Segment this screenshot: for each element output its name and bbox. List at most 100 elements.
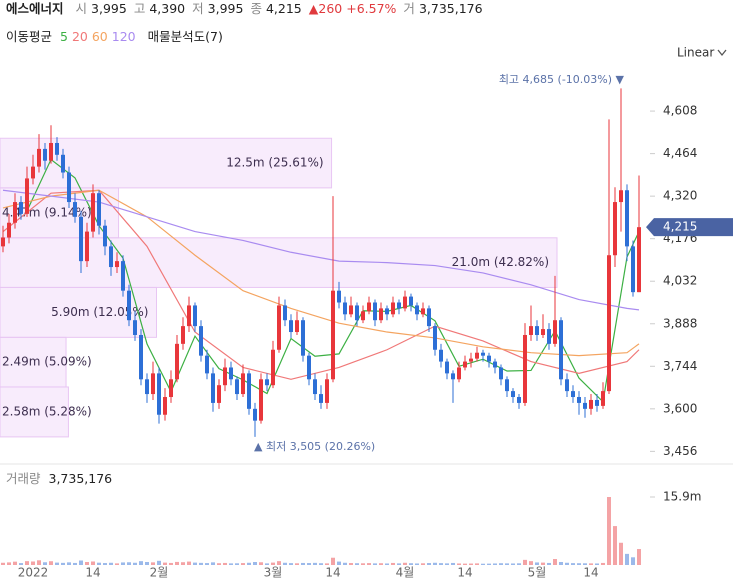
profile-label: 5.90m (12.05%)	[51, 305, 148, 319]
volume-bar	[187, 561, 191, 565]
candle-body	[205, 355, 209, 374]
moving-average-line	[26, 158, 640, 403]
candle-body	[409, 296, 413, 306]
quote-volume-label: 거	[403, 1, 415, 16]
candle-body	[79, 216, 83, 262]
volume-bar	[241, 563, 245, 565]
quote-field-label: 종	[250, 1, 262, 16]
volume-bar	[415, 563, 419, 565]
candle-body	[241, 373, 245, 395]
candle-body	[427, 308, 431, 327]
volume-bar	[217, 563, 221, 565]
quote-change-pct: +6.57%	[346, 1, 397, 16]
volume-bar	[355, 563, 359, 565]
quote-field-value: 4,215	[265, 1, 302, 16]
volume-bar	[451, 562, 455, 565]
legend-entry[interactable]: 20	[71, 29, 88, 44]
candle-body	[19, 202, 23, 214]
volume-bar	[295, 563, 299, 565]
quote-field-label: 고	[133, 1, 146, 16]
volume-bar	[583, 563, 587, 565]
volume-bar	[91, 561, 95, 565]
volume-bar	[373, 563, 377, 565]
candle-body	[463, 361, 467, 368]
high-annotation: 최고 4,685 (-10.03%) ▼	[499, 73, 625, 86]
candle-body	[577, 397, 581, 403]
candle-body	[187, 305, 191, 327]
candle-body	[493, 361, 497, 368]
scale-label[interactable]: Linear	[677, 46, 714, 60]
volume-bar	[541, 562, 545, 565]
candle-body	[469, 358, 473, 362]
volume-bar	[511, 563, 515, 565]
volume-bar	[637, 549, 641, 565]
legend-title[interactable]: 이동평균	[6, 29, 53, 44]
candle-body	[607, 255, 611, 392]
candle-body	[223, 367, 227, 386]
volume-bar	[283, 562, 287, 565]
volume-bar	[457, 563, 461, 565]
volume-bar	[613, 526, 617, 565]
volume-bar	[439, 563, 443, 565]
volume-bar	[199, 562, 203, 565]
volume-bar	[121, 562, 125, 565]
candle-body	[367, 302, 371, 312]
legend-entry[interactable]: 5	[60, 29, 68, 44]
candle-body	[325, 379, 329, 403]
volume-bar	[151, 562, 155, 565]
quote-field-value: 4,390	[149, 1, 186, 16]
candle-body	[451, 373, 455, 380]
scale-chevron[interactable]	[717, 49, 727, 57]
candle-body	[13, 202, 17, 223]
volume-bar	[67, 562, 71, 565]
volume-bar	[367, 563, 371, 565]
x-tick-label: 5월	[528, 566, 547, 580]
candle-body	[391, 302, 395, 315]
candle-body	[445, 361, 449, 374]
volume-bar	[565, 562, 569, 565]
candle-body	[157, 373, 161, 415]
volume-bar	[547, 562, 551, 565]
volume-bar	[499, 563, 503, 565]
volume-bar	[469, 563, 473, 565]
volume-bar	[127, 562, 131, 565]
candle-body	[523, 334, 527, 403]
candle-body	[31, 166, 35, 179]
candle-body	[301, 320, 305, 356]
legend-entry[interactable]: 120	[111, 29, 136, 44]
moving-average-line	[2, 189, 640, 311]
volume-bar	[259, 562, 263, 565]
candle-body	[541, 329, 545, 335]
low-annotation: ▲ 최저 3,505 (20.26%)	[254, 440, 375, 453]
candle-body	[361, 311, 365, 321]
quote-header: 에스에너지 시 3,995 고 4,390 저 3,995 종 4,215 ▲260 +6.57%…	[6, 0, 487, 18]
volume-bar	[319, 563, 323, 565]
legend-entry[interactable]: 60	[91, 29, 108, 44]
volume-bar	[181, 562, 185, 565]
volume-bar	[607, 497, 611, 565]
profile-toggle[interactable]: 매물분석도(7)	[147, 29, 223, 44]
candle-body	[529, 326, 533, 335]
candle-body	[37, 148, 41, 167]
candle-body	[145, 379, 149, 395]
candle-body	[517, 397, 521, 403]
y-tick-label: 4,320	[663, 189, 697, 203]
x-tick-label: 2022	[18, 566, 49, 580]
candle-body	[133, 320, 137, 335]
profile-label: 12.5m (25.61%)	[226, 156, 323, 170]
x-tick-label: 14	[457, 566, 472, 580]
volume-bar	[49, 561, 53, 565]
candle-body	[85, 231, 89, 262]
volume-bar	[595, 563, 599, 565]
y-tick-label: 3,600	[663, 401, 697, 415]
candle-body	[373, 302, 377, 321]
volume-bar	[349, 563, 353, 565]
y-tick-label: 3,888	[663, 316, 697, 330]
volume-bar	[313, 562, 317, 565]
x-tick-label: 14	[325, 566, 340, 580]
candle-body	[175, 343, 179, 380]
candle-body	[217, 385, 221, 403]
candle-body	[331, 290, 335, 380]
candle-body	[403, 296, 407, 309]
